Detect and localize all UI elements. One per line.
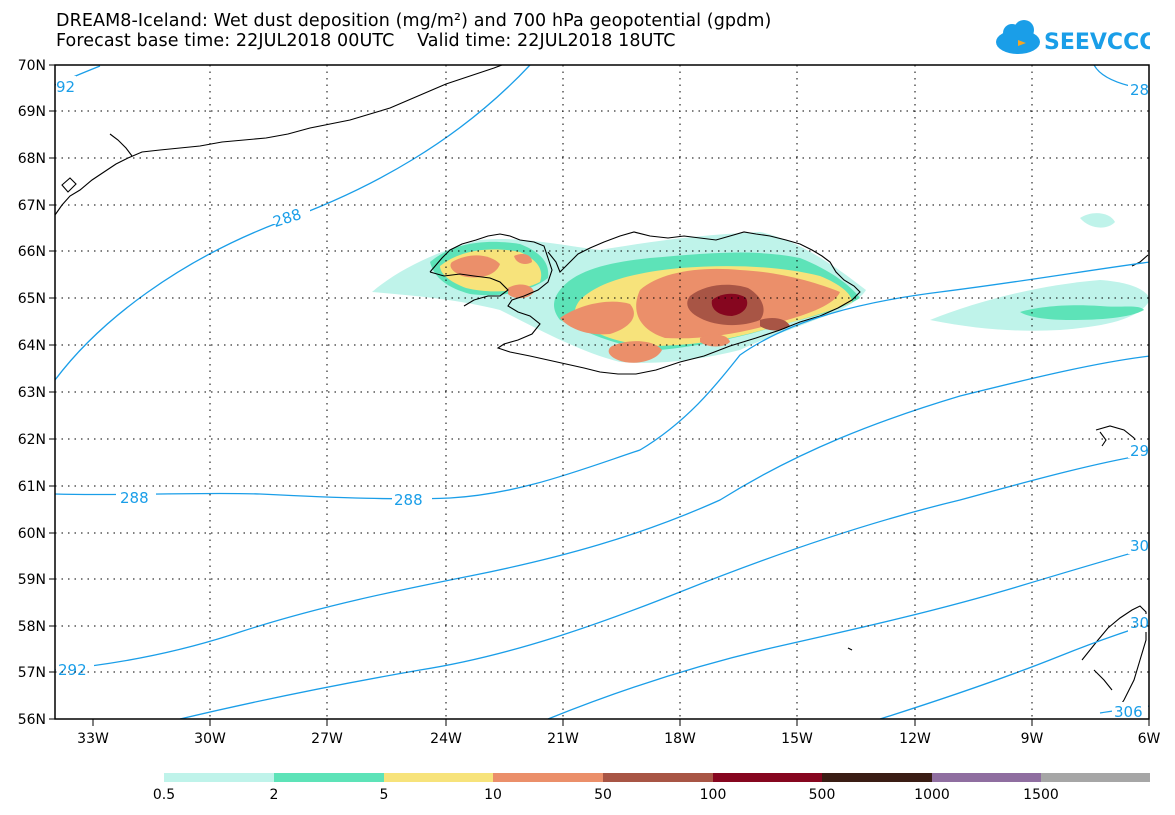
logo-text: SEEVCCC [1044,30,1150,55]
colorbar-label: 10 [484,787,502,803]
lon-label: 21W [547,731,579,747]
lat-label: 59N [18,572,46,588]
lat-label: 57N [18,665,46,681]
contour-label: 92 [56,78,75,96]
colorbar-swatch [932,773,1041,782]
lat-label: 58N [18,619,46,635]
lon-label: 24W [430,731,462,747]
lat-label: 56N [18,712,46,728]
contour-label: 30 [1130,537,1149,555]
lat-label: 64N [18,338,46,354]
lat-label: 61N [18,479,46,495]
lon-label: 30W [194,731,226,747]
colorbar-swatch [274,773,384,782]
colorbar-swatch [603,773,713,782]
contour-label: 29 [1130,442,1149,460]
colorbar-swatch [384,773,493,782]
contour-label: 288 [394,491,423,509]
lon-label: 18W [664,731,696,747]
colorbar-swatch [493,773,603,782]
lon-label: 12W [899,731,931,747]
latitude-labels: 70N 69N 68N 67N 66N 65N 64N 63N 62N 61N … [18,58,46,728]
lon-label: 9W [1021,731,1044,747]
longitude-labels: 33W 30W 27W 24W 21W 18W 15W 12W 9W 6W [77,731,1160,747]
colorbar-swatch [822,773,932,782]
lat-label: 70N [18,58,46,74]
graticule [55,65,1149,719]
lat-label: 68N [18,151,46,167]
lat-label: 69N [18,104,46,120]
contour-label: 28 [1130,81,1149,99]
colorbar-label: 500 [809,787,836,803]
colorbar-label: 50 [594,787,612,803]
colorbar-label: 100 [700,787,727,803]
lon-label: 15W [781,731,813,747]
cloud-icon [996,20,1040,54]
contour-label: 30 [1130,614,1149,632]
colorbar-label: 2 [270,787,279,803]
lat-label: 65N [18,291,46,307]
colorbar-label: 1500 [1023,787,1059,803]
lat-label: 62N [18,432,46,448]
coastlines [55,65,1149,713]
lon-label: 33W [77,731,109,747]
colorbar-swatch [164,773,274,782]
colorbar-swatch [1041,773,1150,782]
colorbar [164,773,1150,782]
contour-label: 306 [1114,703,1143,721]
contour-label-group: 288 288 288 292 29 28 30 30 306 92 [56,76,1150,721]
seevccc-logo: SEEVCCC [996,20,1150,55]
lat-label: 67N [18,198,46,214]
lon-label: 6W [1138,731,1161,747]
colorbar-label: 1000 [914,787,950,803]
colorbar-labels: 0.5 2 5 10 50 100 500 1000 1500 [153,787,1059,803]
lat-label: 63N [18,385,46,401]
lon-label: 27W [311,731,343,747]
colorbar-label: 5 [380,787,389,803]
axis-ticks [49,64,1150,726]
map-subtitle: Forecast base time: 22JUL2018 00UTC Vali… [56,31,676,51]
colorbar-swatch [713,773,822,782]
map-title: DREAM8-Iceland: Wet dust deposition (mg/… [56,11,772,31]
colorbar-label: 0.5 [153,787,175,803]
lat-label: 60N [18,526,46,542]
contour-label: 292 [58,661,87,679]
lat-label: 66N [18,244,46,260]
contour-label: 288 [120,489,149,507]
dust-deposition-field [372,213,1149,363]
